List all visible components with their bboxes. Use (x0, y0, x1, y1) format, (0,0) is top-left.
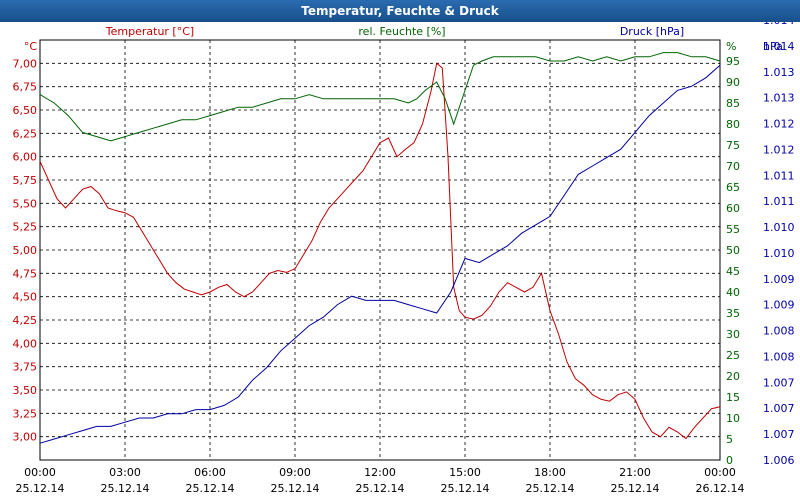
pressure-tick-label: 1.014 (763, 22, 795, 27)
humidity-tick-label: 5 (726, 433, 733, 446)
series-line-humidity (39, 52, 721, 142)
humidity-tick-label: 45 (726, 265, 740, 278)
temperature-tick-label: 3,75 (13, 361, 38, 374)
humidity-tick-label: 50 (726, 244, 740, 257)
temperature-tick-label: 3,25 (13, 407, 38, 420)
x-tick-date: 25.12.14 (16, 482, 65, 495)
temperature-tick-label: 4,25 (13, 314, 38, 327)
pressure-tick-label: 1.012 (763, 143, 795, 156)
x-tick-date: 25.12.14 (271, 482, 320, 495)
chart-canvas: 00:00 25.12.14 03:00 25.12.14 06:00 25.12.14 0… (13, 22, 795, 495)
humidity-tick-label: 40 (726, 286, 740, 299)
x-tick-time: 15:00 (449, 466, 481, 479)
humidity-tick-label: 70 (726, 160, 740, 173)
pressure-tick-label: 1.007 (763, 376, 795, 389)
temperature-tick-label: 5,00 (13, 244, 38, 257)
humidity-tick-label: 75 (726, 139, 740, 152)
pressure-tick-label: 1.009 (763, 273, 795, 286)
x-tick-time: 00:00 (24, 466, 56, 479)
temperature-tick-label: 6,25 (13, 127, 38, 140)
humidity-axis-label: rel. Feuchte [%] (358, 25, 445, 38)
x-tick-time: 09:00 (279, 466, 311, 479)
temperature-axis-label: Temperatur [°C] (105, 25, 194, 38)
humidity-tick-label: 35 (726, 307, 740, 320)
humidity-tick-label: 65 (726, 181, 740, 194)
pressure-tick-label: 1.011 (763, 169, 795, 182)
x-tick-time: 03:00 (109, 466, 141, 479)
humidity-tick-label: 30 (726, 328, 740, 341)
humidity-tick-label: 80 (726, 118, 740, 131)
pressure-unit: hPa (763, 40, 783, 53)
x-tick-time: 18:00 (534, 466, 566, 479)
pressure-tick-label: 1.012 (763, 118, 795, 131)
temperature-tick-label: 5,25 (13, 221, 38, 234)
series-line-temperature (39, 62, 721, 440)
x-tick-date: 25.12.14 (186, 482, 235, 495)
pressure-tick-label: 1.014 (763, 40, 795, 53)
pressure-tick-label: 1.007 (763, 428, 795, 441)
x-tick-date: 25.12.14 (356, 482, 405, 495)
pressure-tick-label: 1.010 (763, 221, 795, 234)
humidity-tick-label: 90 (726, 76, 740, 89)
temperature-tick-label: 6,00 (13, 151, 38, 164)
x-tick-date: 25.12.14 (441, 482, 490, 495)
humidity-unit: % (726, 40, 736, 53)
x-tick-date: 25.12.14 (101, 482, 150, 495)
humidity-tick-label: 10 (726, 412, 740, 425)
temperature-tick-label: 3,50 (13, 384, 38, 397)
humidity-tick-label: 25 (726, 349, 740, 362)
pressure-tick-label: 1.008 (763, 350, 795, 363)
temperature-tick-label: 4,00 (13, 337, 38, 350)
x-tick-date: 25.12.14 (611, 482, 660, 495)
pressure-tick-label: 1.006 (763, 454, 795, 467)
axis-labels: 00:00 25.12.14 03:00 25.12.14 06:00 25.12.14 0… (13, 22, 795, 495)
pressure-tick-label: 1.009 (763, 299, 795, 312)
x-tick-date: 25.12.14 (526, 482, 575, 495)
grid-lines (40, 40, 720, 460)
humidity-tick-label: 20 (726, 370, 740, 383)
humidity-tick-label: 85 (726, 97, 740, 110)
humidity-tick-label: 60 (726, 202, 740, 215)
humidity-tick-label: 15 (726, 391, 740, 404)
pressure-tick-label: 1.008 (763, 325, 795, 338)
pressure-tick-label: 1.013 (763, 66, 795, 79)
pressure-tick-label: 1.010 (763, 247, 795, 260)
temperature-tick-label: 4,75 (13, 267, 38, 280)
pressure-axis-label: Druck [hPa] (620, 25, 684, 38)
temperature-tick-label: 3,00 (13, 431, 38, 444)
temperature-unit: °C (24, 40, 38, 53)
series-line-pressure (39, 64, 721, 444)
x-tick-time: 00:00 (704, 466, 736, 479)
x-tick-time: 12:00 (364, 466, 396, 479)
humidity-tick-label: 0 (726, 454, 733, 467)
x-tick-time: 06:00 (194, 466, 226, 479)
temperature-tick-label: 6,75 (13, 81, 38, 94)
pressure-tick-label: 1.007 (763, 402, 795, 415)
series-layer (39, 52, 721, 444)
humidity-tick-label: 55 (726, 223, 740, 236)
window-title: Temperatur, Feuchte & Druck (0, 0, 800, 22)
temperature-tick-label: 4,50 (13, 291, 38, 304)
humidity-tick-label: 95 (726, 55, 740, 68)
temperature-tick-label: 5,50 (13, 197, 38, 210)
x-tick-time: 21:00 (619, 466, 651, 479)
temperature-tick-label: 6,50 (13, 104, 38, 117)
x-tick-date: 26.12.14 (696, 482, 745, 495)
pressure-tick-label: 1.013 (763, 92, 795, 105)
pressure-tick-label: 1.011 (763, 195, 795, 208)
temperature-tick-label: 5,75 (13, 174, 38, 187)
temperature-tick-label: 7,00 (13, 57, 38, 70)
